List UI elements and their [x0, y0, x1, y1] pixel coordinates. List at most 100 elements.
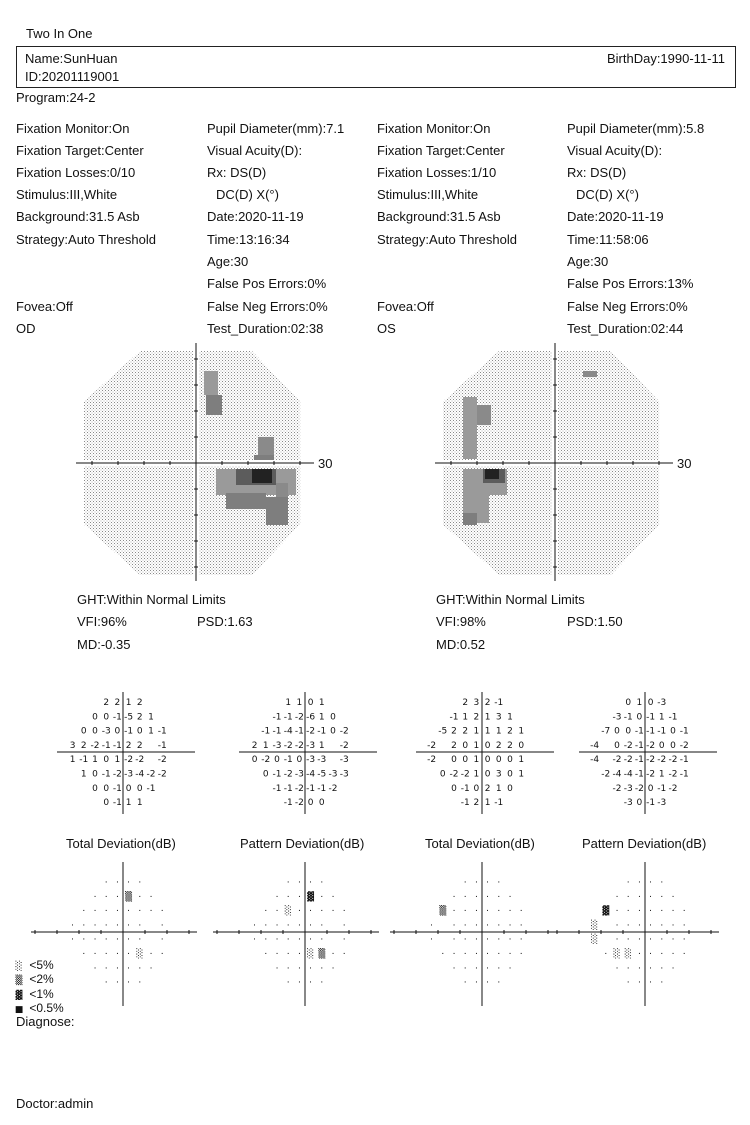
- os-pattern-probability-plot-symbol: ·: [627, 935, 630, 945]
- os-pattern-probability-plot-symbol: ·: [638, 907, 641, 917]
- od-total-deviation-grid-value: -2: [91, 741, 100, 751]
- os-pattern-probability-plot-symbol: ·: [649, 935, 652, 945]
- od-total-probability-plot-symbol: ·: [94, 907, 97, 917]
- od-total-probability-plot-symbol: ·: [161, 949, 164, 959]
- os-pattern-probability-plot-symbol: ·: [649, 964, 652, 974]
- os-pattern-deviation-grid-value: -7: [601, 727, 610, 737]
- os-pattern-deviation-grid-value: 1: [659, 769, 665, 779]
- os-total-deviation-title: Total Deviation(dB): [425, 836, 535, 851]
- os-pattern-probability-plot-symbol: ·: [638, 978, 641, 988]
- os-total-probability-plot-symbol: ·: [486, 935, 489, 945]
- os-total-deviation-grid-value: 1: [462, 712, 468, 722]
- os-total-deviation-grid-value: 1: [485, 727, 491, 737]
- os-pattern-probability-plot-symbol: ·: [672, 964, 675, 974]
- od-pattern-deviation-grid-value: -3: [295, 769, 304, 779]
- od-total-deviation-grid-value: -1: [158, 741, 167, 751]
- od-total-probability-plot-symbol: ·: [105, 964, 108, 974]
- os-total-probability-plot-symbol: ·: [486, 964, 489, 974]
- os-pattern-deviation-grid-value: 0: [670, 727, 676, 737]
- os-total-probability-plot-symbol: ·: [464, 935, 467, 945]
- od-pattern-probability-plot-symbol: ·: [309, 964, 312, 974]
- os-visual-acuity: Visual Acuity(D):: [567, 143, 663, 158]
- od-pattern-deviation-grid-value: -3: [306, 741, 315, 751]
- os-pattern-probability-plot-symbol: ·: [660, 878, 663, 888]
- os-total-probability-plot-symbol: ·: [453, 907, 456, 917]
- os-pattern-probability-plot-symbol: ·: [616, 964, 619, 974]
- os-total-deviation-grid-value: -5: [438, 727, 447, 737]
- od-pattern-probability-plot-symbol: ·: [276, 907, 279, 917]
- od-pattern-deviation-grid-value: -1: [317, 727, 326, 737]
- os-total-deviation-grid-value: 3: [496, 712, 502, 722]
- od-total-probability-plot-symbol: ·: [71, 921, 74, 931]
- od-pattern-probability-plot-symbol: ·: [332, 907, 335, 917]
- os-pattern-deviation-grid-value: -2: [613, 784, 622, 794]
- os-pattern-deviation-grid-value: -1: [624, 712, 633, 722]
- od-total-deviation-grid-value: 0: [92, 784, 98, 794]
- os-pattern-probability-plot-symbol: ░: [625, 947, 632, 959]
- od-pattern-deviation-grid-value: -2: [295, 712, 304, 722]
- os-test-duration: Test_Duration:02:44: [567, 321, 684, 336]
- od-total-deviation-title: Total Deviation(dB): [66, 836, 176, 851]
- od-total-probability-plot-symbol: ·: [94, 892, 97, 902]
- od-total-probability-plot-symbol: ·: [105, 935, 108, 945]
- os-axis-label: 30: [677, 456, 692, 471]
- od-false-neg: False Neg Errors:0%: [207, 299, 328, 314]
- os-pattern-deviation-grid-value: -2: [646, 755, 655, 765]
- od-total-probability-plot-symbol: ·: [161, 935, 164, 945]
- os-pattern-probability-plot-symbol: ·: [616, 921, 619, 931]
- od-pattern-probability-plot-symbol: ·: [287, 878, 290, 888]
- os-eye-label: OS: [377, 321, 396, 336]
- od-dc: DC(D) X(°): [216, 187, 279, 202]
- os-total-deviation-grid-value: 1: [474, 755, 480, 765]
- os-total-probability-plot-symbol: ·: [486, 921, 489, 931]
- os-pattern-deviation-grid-value: -2: [646, 741, 655, 751]
- os-total-deviation-grid-value: 0: [518, 741, 524, 751]
- od-total-probability-plot-symbol: ·: [105, 921, 108, 931]
- os-pattern-probability-plot-symbol: ·: [683, 949, 686, 959]
- os-total-deviation-grid-value: 0: [474, 784, 480, 794]
- os-total-deviation-grid-value: 3: [474, 698, 480, 708]
- od-total-deviation-grid-value: 1: [148, 727, 154, 737]
- os-pattern-probability-plot-symbol: ·: [660, 892, 663, 902]
- os-dark-patch: [463, 513, 477, 525]
- os-total-deviation-grid-value: 0: [485, 755, 491, 765]
- od-total-deviation-grid-value: -1: [113, 741, 122, 751]
- os-fixation-losses: Fixation Losses:1/10: [377, 165, 497, 180]
- od-total-deviation-grid-value: 1: [126, 698, 132, 708]
- os-total-probability-plot-symbol: ·: [464, 964, 467, 974]
- od-pattern-deviation-grid-value: -5: [317, 769, 326, 779]
- patient-birthday: BirthDay:1990-11-11: [606, 51, 725, 66]
- od-total-probability-plot-symbol: ▒: [125, 890, 132, 902]
- od-total-deviation-grid-value: -2: [147, 769, 156, 779]
- os-total-probability-plot-symbol: ·: [497, 978, 500, 988]
- od-pattern-probability-plot-symbol: ·: [309, 921, 312, 931]
- od-total-probability-plot-symbol: ·: [127, 978, 130, 988]
- os-pattern-deviation-grid-value: -2: [601, 769, 610, 779]
- od-total-probability-plot-symbol: ·: [116, 935, 119, 945]
- deviation-number-grids: 2 2 1 20 0 -1 -5 2 10 0 -3 0 -1 0 1 -13 2 -2 -1 -1 2 2 -11 -1 1 0…: [57, 692, 717, 814]
- od-pattern-probability-plot: · · · · · · · ▓ · · · · ░ · · · · · · · · · · · · · · · · · · · · · · · · · ░ ▒…: [213, 862, 379, 1006]
- od-total-deviation-grid-value: -2: [135, 755, 144, 765]
- od-pattern-probability-plot-symbol: ·: [309, 935, 312, 945]
- os-pattern-deviation-grid-value: 0: [614, 741, 620, 751]
- os-pattern-probability-plot-symbol: ·: [627, 892, 630, 902]
- od-total-deviation-grid-value: -1: [113, 712, 122, 722]
- os-dark-patch: [485, 469, 499, 479]
- os-total-probability-plot-symbol: ▒: [439, 905, 446, 917]
- os-pattern-deviation-grid-value: -4: [624, 769, 633, 779]
- od-total-deviation-grid-value: 0: [137, 784, 143, 794]
- os-total-probability-plot-symbol: ·: [464, 907, 467, 917]
- od-greyscale-map: [76, 343, 314, 581]
- os-pattern-deviation-grid-value: 0: [625, 698, 631, 708]
- os-total-probability-plot-symbol: ·: [520, 949, 523, 959]
- os-pattern-probability-plot-symbol: ·: [638, 921, 641, 931]
- od-total-deviation-grid-value: -1: [147, 784, 156, 794]
- os-greyscale-map: [435, 343, 673, 581]
- os-total-deviation-grid-value: 3: [496, 769, 502, 779]
- od-pattern-probability-plot-symbol: ·: [343, 921, 346, 931]
- od-false-pos: False Pos Errors:0%: [207, 276, 327, 291]
- od-total-deviation-grid-value: 0: [103, 755, 109, 765]
- od-dark-patch: [206, 395, 222, 415]
- os-rx: Rx: DS(D): [567, 165, 627, 180]
- od-pupil-diameter: Pupil Diameter(mm):7.1: [207, 121, 345, 136]
